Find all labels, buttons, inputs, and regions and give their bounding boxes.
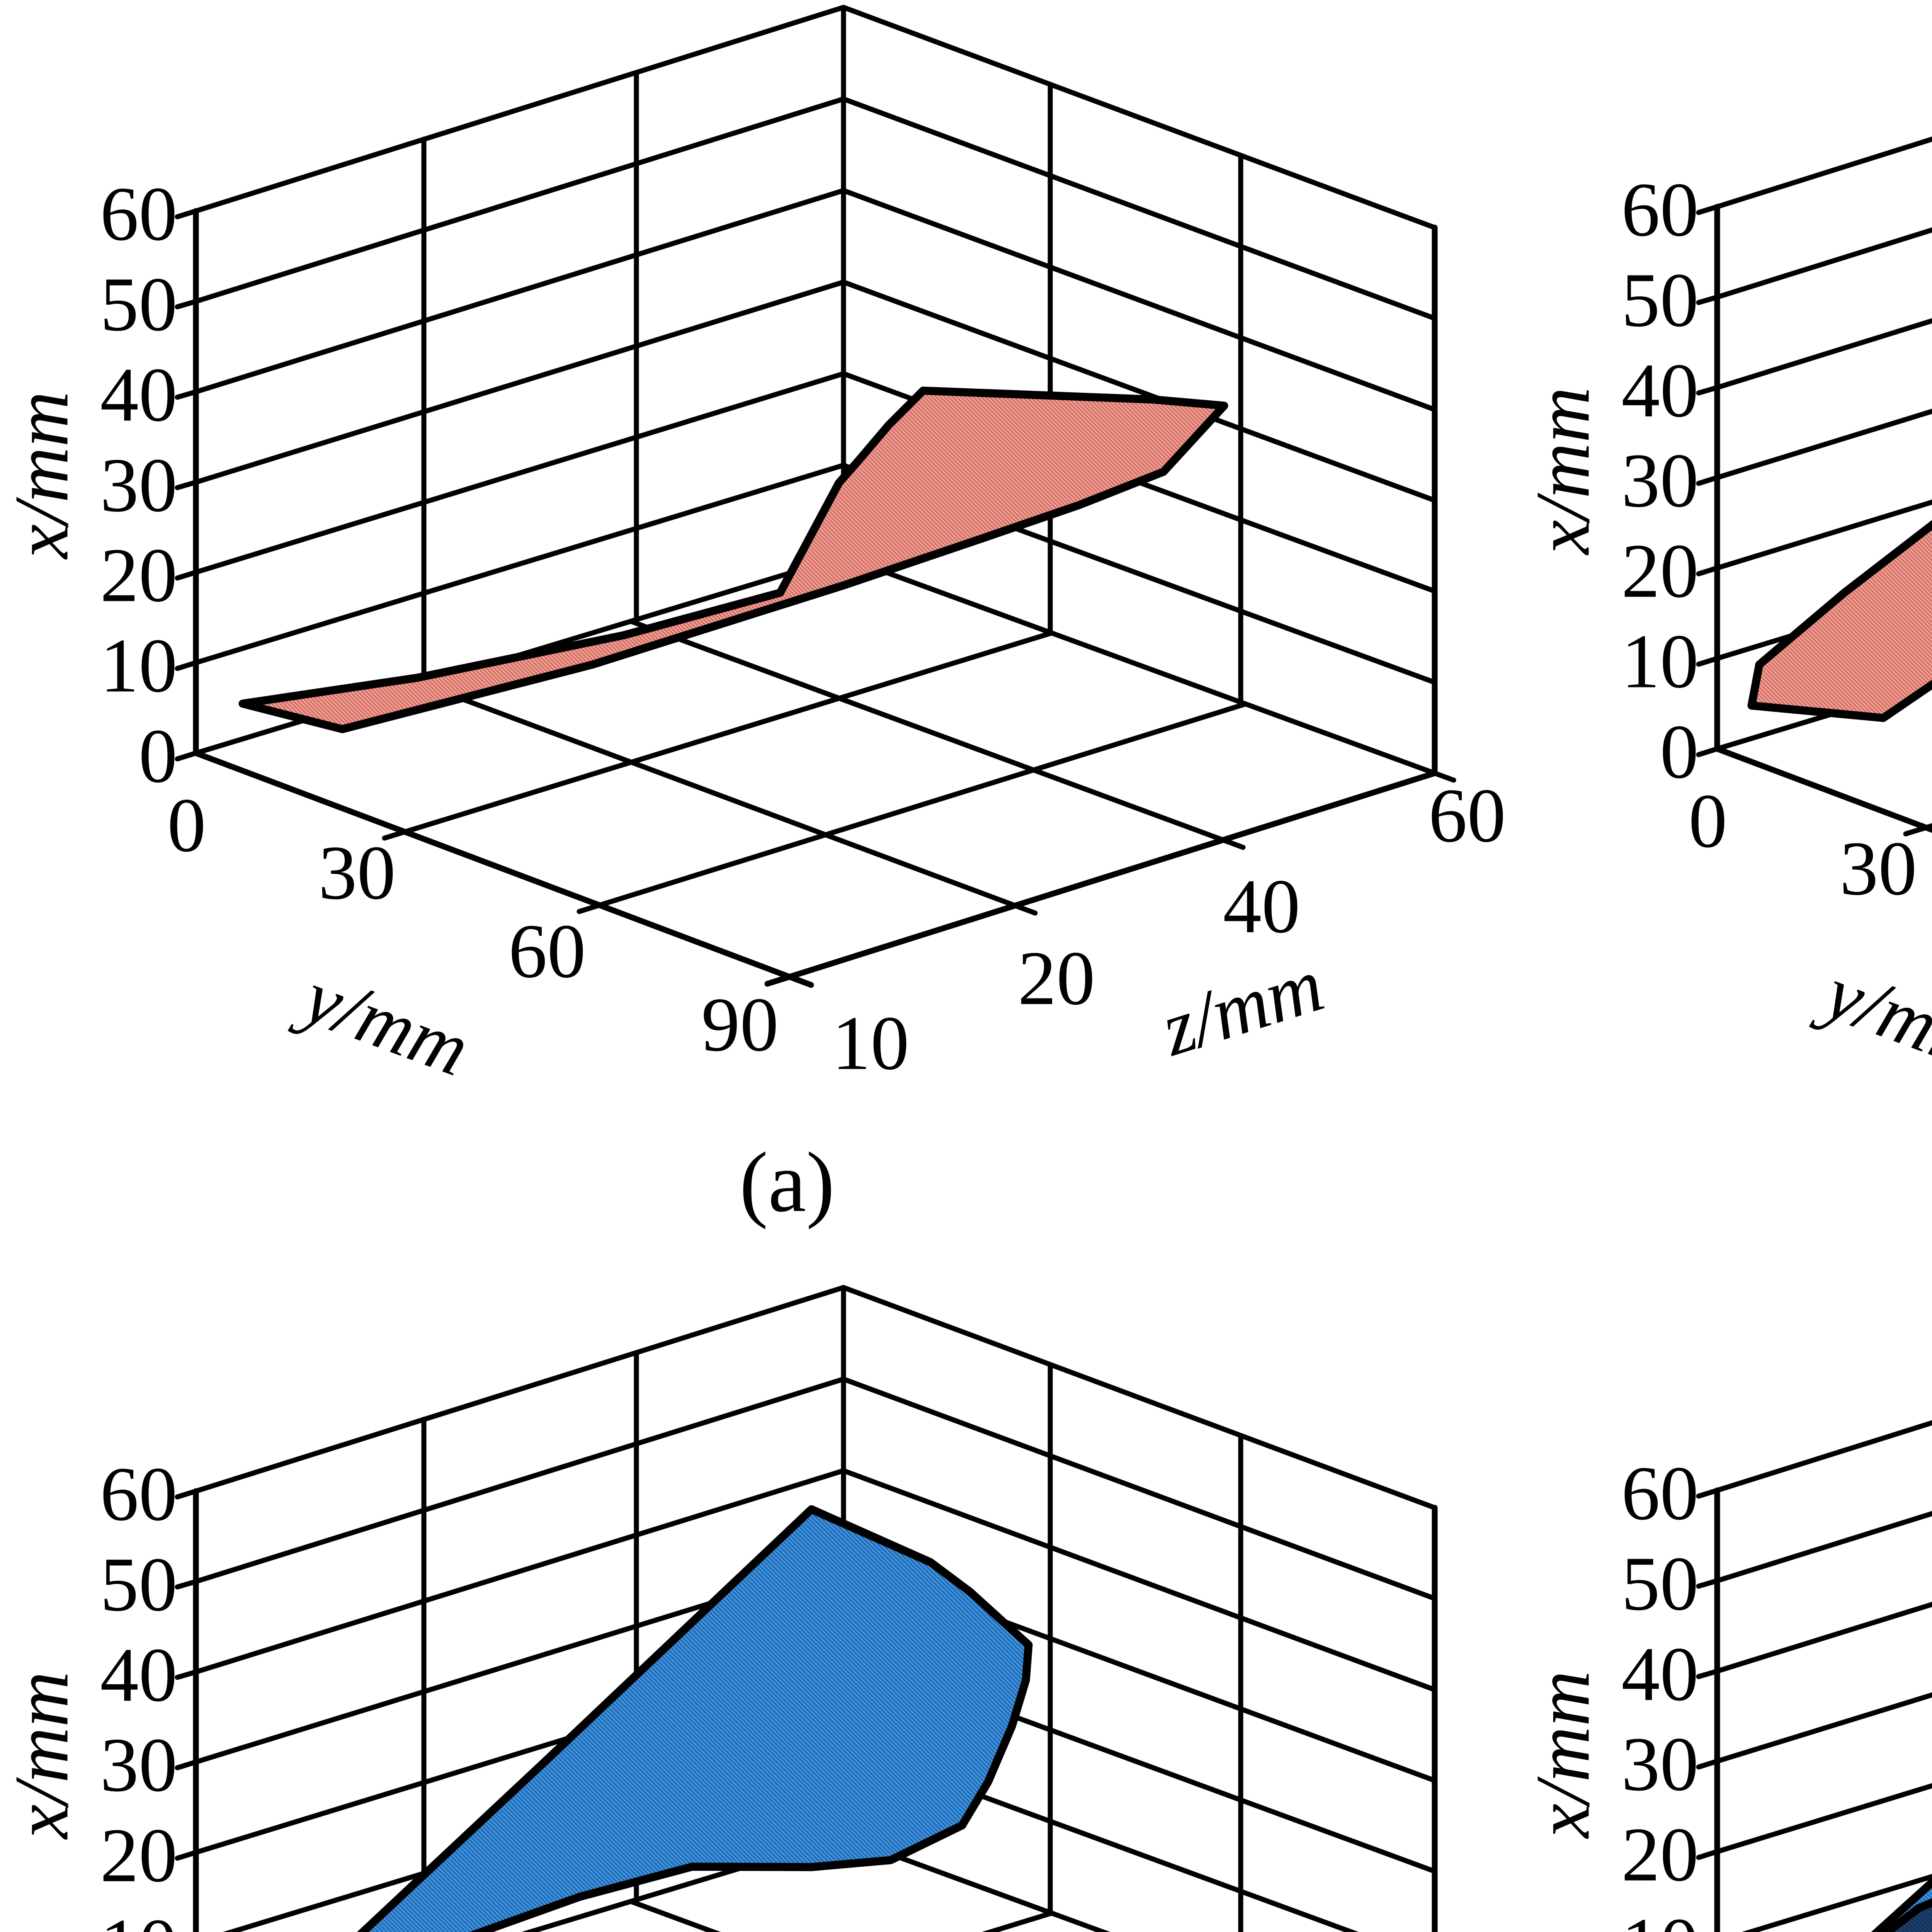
svg-text:60: 60: [100, 1452, 177, 1537]
svg-text:40: 40: [1621, 348, 1699, 434]
svg-text:0: 0: [139, 714, 177, 799]
svg-text:50: 50: [1621, 258, 1699, 343]
svg-text:0: 0: [1660, 709, 1699, 795]
svg-text:40: 40: [1223, 864, 1300, 949]
svg-text:x/mm: x/mm: [0, 391, 85, 560]
svg-text:20: 20: [100, 533, 177, 618]
svg-text:10: 10: [1621, 1903, 1699, 1932]
svg-text:10: 10: [1621, 619, 1699, 704]
svg-text:10: 10: [100, 1903, 177, 1932]
svg-text:40: 40: [100, 1633, 177, 1718]
svg-text:90: 90: [701, 982, 779, 1068]
svg-text:60: 60: [100, 172, 177, 257]
svg-text:60: 60: [509, 909, 586, 994]
svg-text:30: 30: [1840, 826, 1917, 912]
svg-text:x/mm: x/mm: [1520, 1670, 1606, 1839]
svg-text:30: 30: [1621, 1722, 1699, 1807]
svg-text:40: 40: [100, 352, 177, 438]
svg-text:60: 60: [1621, 1451, 1699, 1536]
svg-text:20: 20: [100, 1813, 177, 1898]
svg-text:50: 50: [1621, 1541, 1699, 1627]
svg-text:20: 20: [1018, 936, 1095, 1021]
svg-text:20: 20: [1621, 1812, 1699, 1898]
svg-text:10: 10: [100, 623, 177, 709]
svg-text:0: 0: [167, 783, 206, 868]
svg-text:30: 30: [318, 830, 396, 916]
svg-text:60: 60: [1429, 773, 1506, 859]
svg-text:30: 30: [1621, 438, 1699, 524]
svg-text:0: 0: [1689, 779, 1727, 864]
svg-text:x/mm: x/mm: [1520, 387, 1606, 555]
svg-text:x/mm: x/mm: [0, 1671, 85, 1840]
svg-text:(a): (a): [740, 1135, 835, 1230]
svg-text:50: 50: [100, 1542, 177, 1628]
svg-text:60: 60: [1621, 167, 1699, 253]
svg-text:10: 10: [832, 1001, 909, 1086]
svg-text:30: 30: [100, 1723, 177, 1808]
svg-text:30: 30: [100, 443, 177, 528]
svg-text:40: 40: [1621, 1632, 1699, 1717]
svg-text:50: 50: [100, 262, 177, 347]
svg-text:20: 20: [1621, 529, 1699, 614]
